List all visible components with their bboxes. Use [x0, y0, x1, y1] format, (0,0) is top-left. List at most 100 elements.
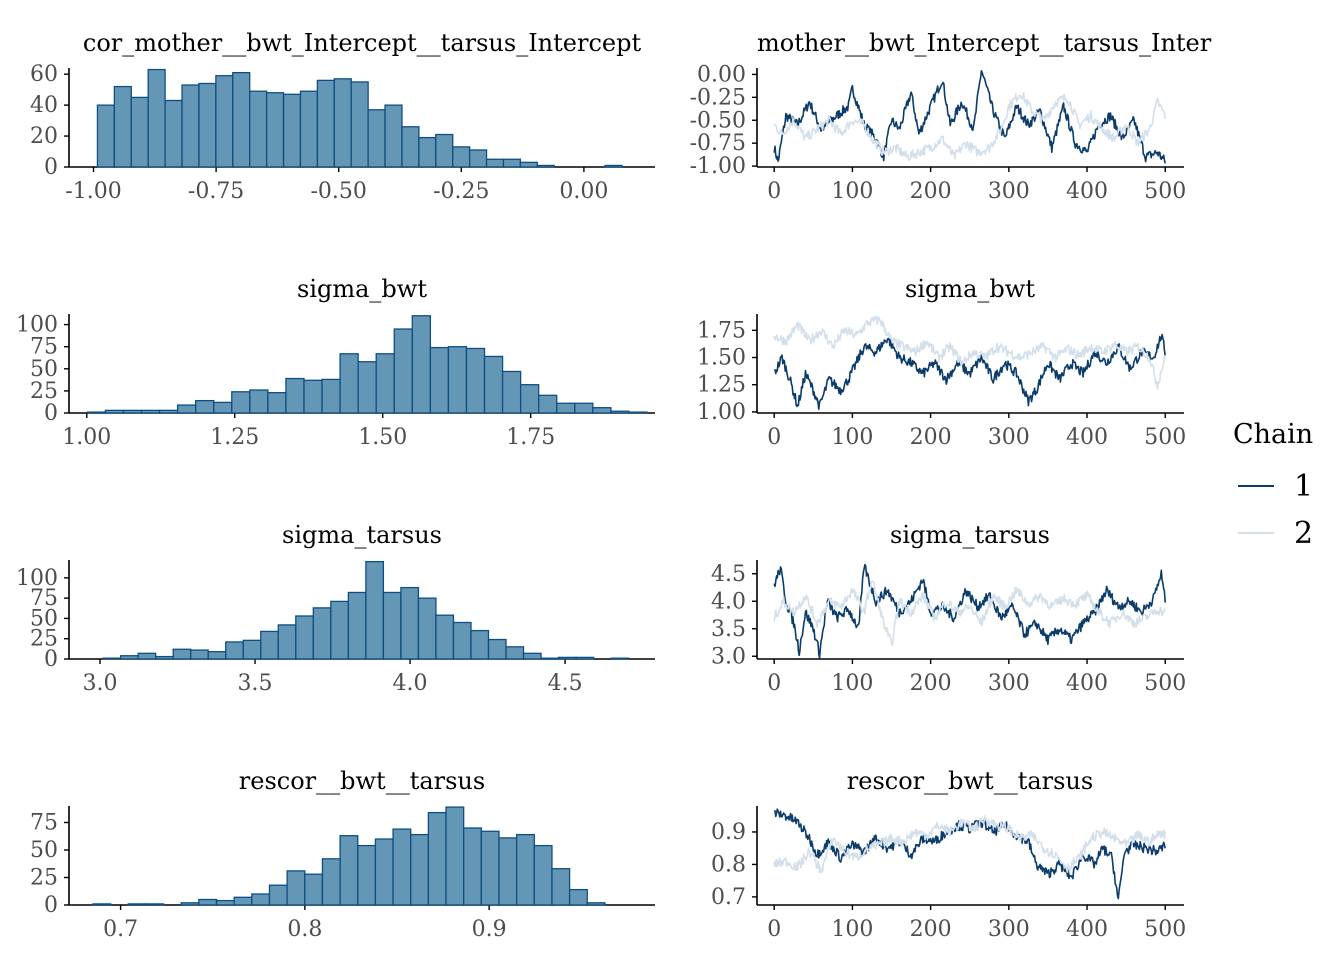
hist-4-bar [215, 899, 235, 906]
trace-1-series-chain-2 [773, 92, 1166, 161]
trace-4-series-chain-2 [773, 815, 1166, 874]
hist-1-y-tick-label: 20 [30, 124, 58, 149]
hist-1-bar [96, 104, 116, 168]
hist-2-bar [556, 402, 576, 414]
hist-2-bar [321, 378, 341, 414]
hist-1-bar [147, 68, 166, 168]
hist-1-y-tick-label: 60 [30, 62, 58, 87]
hist-2-x-tick-label: 1.00 [62, 425, 111, 450]
trace-3-x-tick-label: 100 [831, 671, 873, 696]
panel-title-hist-rescor: rescor__bwt__tarsus [239, 767, 485, 795]
hist-3-bar [225, 641, 244, 660]
trace-2-x-tick-label: 0 [767, 425, 781, 450]
legend-label-chain-2: 2 [1294, 516, 1313, 551]
hist-3-bar [260, 630, 279, 660]
hist-3-bar [505, 646, 525, 660]
hist-3-bar [610, 657, 630, 660]
hist-2-y-tick-label: 25 [30, 379, 58, 404]
hist-3-x-tick-label: 3.0 [83, 671, 118, 696]
trace-3-y-tick-label: 3.0 [711, 644, 746, 669]
hist-1-bar [282, 93, 302, 168]
hist-3-bar [295, 615, 314, 660]
hist-4-bar [321, 858, 341, 906]
hist-1-bar [232, 71, 251, 168]
hist-2-bar [303, 379, 323, 414]
trace-1-y-tick-label: -0.50 [690, 108, 746, 133]
hist-4-bar [357, 844, 377, 906]
hist-3-bar [522, 652, 542, 660]
trace-4-x-tick-label: 300 [988, 917, 1030, 942]
hist-2-bar [158, 409, 179, 414]
trace-2-y-tick-label: 1.50 [697, 346, 746, 371]
hist-4-bar [445, 806, 465, 906]
trace-1-x-tick-label: 0 [767, 179, 781, 204]
legend-label-chain-1: 1 [1294, 469, 1313, 504]
hist-2-bar [231, 391, 251, 414]
hist-1-bar [113, 85, 132, 168]
hist-4-x-tick-label: 0.9 [472, 917, 507, 942]
trace-3-x-tick-label: 300 [988, 671, 1030, 696]
hist-2-bar [501, 370, 522, 414]
hist-1-x-tick-label: -0.50 [310, 179, 366, 204]
trace-3-y-tick-label: 4.5 [711, 562, 746, 587]
trace-2-x-tick-label: 400 [1066, 425, 1108, 450]
trace-3-x-tick-label: 400 [1066, 671, 1108, 696]
hist-2-y-tick-label: 50 [30, 357, 58, 382]
hist-1-bar [485, 158, 505, 168]
hist-3-bar [242, 639, 262, 660]
hist-4-y-tick-label: 50 [30, 838, 58, 863]
trace-1-x-tick-label: 500 [1144, 179, 1186, 204]
trace-2-y-tick-label: 1.25 [697, 373, 746, 398]
hist-1-x-tick-label: 0.00 [559, 179, 608, 204]
trace-3-x-tick-label: 500 [1144, 671, 1186, 696]
trace-2-series-chain-1 [774, 333, 1166, 410]
trace-2-x-tick-label: 200 [910, 425, 952, 450]
hist-1-bar [265, 92, 285, 168]
hist-1-bar [502, 158, 522, 168]
hist-4-y-tick-label: 25 [30, 866, 58, 891]
hist-1-x-tick-label: -0.75 [188, 179, 244, 204]
trace-1-x-tick-label: 200 [910, 179, 952, 204]
hist-2-bar [213, 401, 233, 414]
hist-1-bar [536, 164, 555, 168]
hist-4-bar [480, 830, 500, 906]
trace-1-x-tick-label: 400 [1066, 179, 1108, 204]
hist-4-y-tick-label: 0 [44, 893, 58, 918]
hist-3-bar [575, 656, 595, 660]
hist-3-bar [155, 655, 174, 660]
hist-2-bar [574, 402, 594, 414]
hist-1-bar [299, 90, 319, 168]
hist-2-bar [538, 394, 558, 414]
trace-3-series-chain-1 [773, 563, 1166, 659]
panel-title-hist-sigma-tarsus: sigma_tarsus [282, 521, 442, 549]
hist-1-bar [164, 99, 183, 168]
hist-3-bar [119, 655, 139, 660]
hist-2-bar [140, 409, 161, 414]
trace-4-y-tick-label: 0.7 [711, 885, 746, 910]
trace-2-x-tick-label: 300 [988, 425, 1030, 450]
hist-3-bar [172, 648, 192, 660]
hist-3-y-tick-label: 75 [30, 586, 58, 611]
hist-4-bar [463, 827, 482, 906]
trace-4-x-tick-label: 100 [831, 917, 873, 942]
hist-4-bar [533, 844, 553, 906]
hist-3-y-tick-label: 25 [30, 627, 58, 652]
hist-3-bar [347, 591, 367, 660]
trace-2-x-tick-label: 500 [1144, 425, 1186, 450]
hist-2-y-tick-label: 100 [16, 313, 58, 338]
hist-4-bar [551, 868, 571, 906]
hist-2-bar [357, 361, 377, 414]
hist-3-bar [137, 652, 157, 660]
hist-3-bar [207, 651, 227, 660]
hist-1-x-tick-label: -1.00 [65, 179, 121, 204]
hist-4-bar [374, 838, 394, 906]
hist-3-x-tick-label: 4.0 [393, 671, 428, 696]
hist-2-x-tick-label: 1.25 [210, 425, 259, 450]
hist-2-bar [393, 328, 413, 414]
hist-2-bar [519, 384, 540, 414]
hist-2-x-tick-label: 1.75 [506, 425, 555, 450]
trace-3-y-tick-label: 4.0 [711, 589, 746, 614]
